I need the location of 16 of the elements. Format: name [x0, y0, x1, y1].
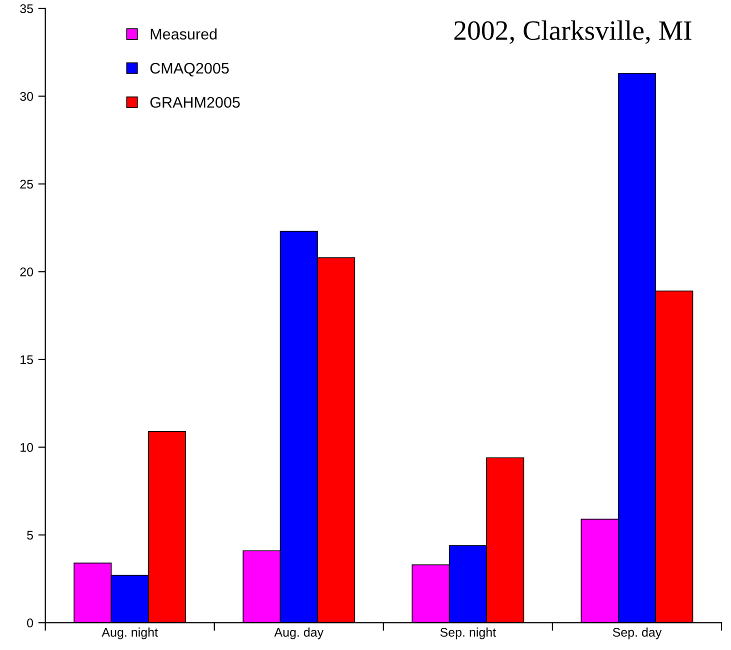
- legend-label: Measured: [150, 28, 217, 40]
- y-tick-label: 30: [20, 92, 34, 101]
- x-tick-label: Sep. night: [440, 628, 496, 640]
- y-tick-label: 5: [27, 530, 33, 540]
- y-tick-label: 0: [27, 618, 34, 628]
- y-tick-label: 15: [20, 355, 33, 364]
- legend-label: CMAQ2005: [150, 62, 229, 76]
- x-tick-label: Sep. day: [612, 628, 662, 640]
- y-tick-label: 20: [20, 268, 34, 276]
- x-tick-label: Aug. day: [274, 628, 324, 640]
- y-tick-label: 10: [20, 443, 34, 452]
- x-tick-label: Aug. night: [102, 628, 158, 640]
- y-tick-label: 35: [20, 4, 33, 14]
- chart-title: 2002, Clarksville, MI: [454, 20, 692, 44]
- legend-label: GRAHM2005: [150, 96, 240, 108]
- y-tick-label: 25: [20, 180, 33, 189]
